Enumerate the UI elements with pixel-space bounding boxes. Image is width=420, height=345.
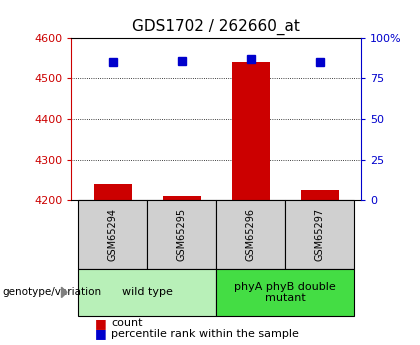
Bar xyxy=(94,184,132,200)
Text: GSM65297: GSM65297 xyxy=(315,208,325,261)
Text: count: count xyxy=(111,318,143,328)
Text: GSM65295: GSM65295 xyxy=(177,208,187,261)
Text: phyA phyB double
mutant: phyA phyB double mutant xyxy=(234,282,336,303)
Text: percentile rank within the sample: percentile rank within the sample xyxy=(111,329,299,338)
Text: ■: ■ xyxy=(95,327,107,340)
Bar xyxy=(301,190,339,200)
Text: GSM65294: GSM65294 xyxy=(108,208,118,261)
Text: genotype/variation: genotype/variation xyxy=(2,287,101,297)
Bar xyxy=(163,196,201,200)
Title: GDS1702 / 262660_at: GDS1702 / 262660_at xyxy=(132,19,300,35)
Text: ■: ■ xyxy=(95,317,107,330)
Text: GSM65296: GSM65296 xyxy=(246,208,256,261)
Text: wild type: wild type xyxy=(122,287,173,297)
Bar xyxy=(232,62,270,200)
